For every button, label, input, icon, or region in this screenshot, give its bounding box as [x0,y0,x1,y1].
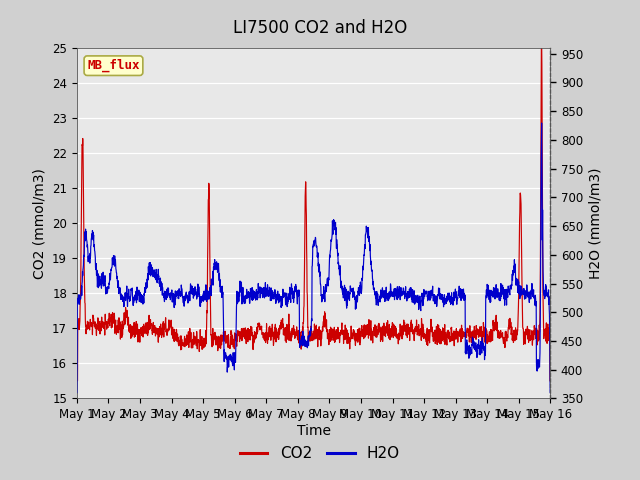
H2O [73,390,81,396]
CO2 [547,378,554,384]
H2O [97,282,105,288]
CO2 [533,325,541,331]
H2O [538,120,545,126]
Text: LI7500 CO2 and H2O: LI7500 CO2 and H2O [233,19,407,37]
H2O [291,288,298,293]
H2O [547,390,554,396]
CO2 [97,328,105,334]
CO2 [532,329,540,335]
Legend: CO2, H2O: CO2, H2O [234,440,406,468]
H2O [446,299,454,304]
CO2 [73,378,81,384]
CO2 [303,289,311,295]
X-axis label: Time: Time [296,424,331,438]
H2O [533,367,541,372]
Text: MB_flux: MB_flux [87,59,140,72]
Line: CO2: CO2 [77,41,550,381]
CO2 [291,326,298,332]
Y-axis label: H2O (mmol/m3): H2O (mmol/m3) [589,168,603,279]
H2O [532,360,540,365]
CO2 [446,339,454,345]
CO2 [538,38,545,44]
Line: H2O: H2O [77,123,550,393]
H2O [303,338,311,344]
Y-axis label: CO2 (mmol/m3): CO2 (mmol/m3) [33,168,47,278]
